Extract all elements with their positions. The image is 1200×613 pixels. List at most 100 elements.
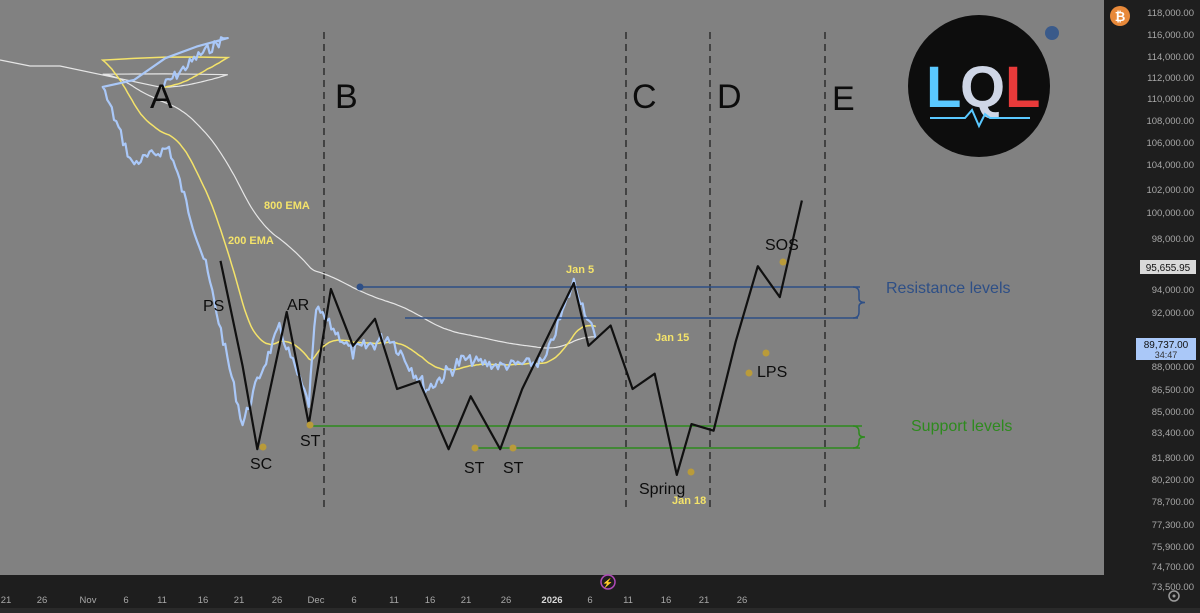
x-tick-label: Nov xyxy=(80,595,97,606)
event-label-ps: PS xyxy=(203,298,224,315)
time-axis[interactable] xyxy=(0,575,1104,608)
y-tick-label: 92,000.00 xyxy=(1152,308,1194,319)
x-tick-label: 26 xyxy=(501,595,512,606)
date-label-jan15: Jan 15 xyxy=(655,332,689,344)
support-brace xyxy=(852,425,866,449)
x-tick-label: 6 xyxy=(123,595,128,606)
y-tick-label: 118,000.00 xyxy=(1147,8,1194,19)
lightning-icon[interactable]: ⚡ xyxy=(600,574,616,590)
current-price-tag: 95,655.95 xyxy=(1140,260,1196,274)
phase-labels: A B C D E xyxy=(150,78,855,118)
y-tick-label: 83,400.00 xyxy=(1152,428,1194,439)
event-dot xyxy=(745,369,753,377)
y-tick-label: 108,000.00 xyxy=(1146,116,1194,127)
y-tick-label: 78,700.00 xyxy=(1152,497,1194,508)
svg-text:⚡: ⚡ xyxy=(602,577,613,589)
resistance-brace xyxy=(852,286,866,319)
logo-letter-l2: L xyxy=(1005,55,1040,120)
x-tick-label: 11 xyxy=(157,595,167,606)
event-dot xyxy=(306,421,314,429)
event-label-lps: LPS xyxy=(757,364,787,381)
x-tick-label: 26 xyxy=(737,595,748,606)
y-tick-label: 80,200.00 xyxy=(1152,475,1194,486)
y-tick-label: 81,800.00 xyxy=(1152,453,1194,464)
event-dot xyxy=(471,444,479,452)
marker-price-tag: 89,737.00 34:47 xyxy=(1136,338,1196,360)
price-axis-ticks: 118,000.00 116,000.00 114,000.00 112,000.00… xyxy=(1146,8,1194,593)
y-tick-label: 98,000.00 xyxy=(1152,234,1194,245)
y-tick-label: 114,000.00 xyxy=(1147,52,1194,63)
settings-icon[interactable] xyxy=(1168,590,1180,602)
x-tick-label: 2026 xyxy=(541,595,562,606)
y-tick-label: 104,000.00 xyxy=(1146,160,1194,171)
phase-dividers xyxy=(323,32,826,512)
x-tick-label: 26 xyxy=(272,595,283,606)
svg-text:₿: ₿ xyxy=(1115,9,1126,24)
y-tick-label: 100,000.00 xyxy=(1146,208,1194,219)
event-dot xyxy=(762,349,770,357)
marker-price-value: 89,737.00 xyxy=(1144,340,1189,351)
x-tick-label: 11 xyxy=(389,595,399,606)
phase-label: E xyxy=(832,80,855,118)
event-dot xyxy=(259,443,267,451)
x-tick-label: 21 xyxy=(234,595,245,606)
lql-logo: L Q L xyxy=(908,15,1059,157)
price-line xyxy=(101,36,597,427)
date-labels: Jan 5 Jan 15 Jan 18 xyxy=(566,264,706,507)
x-tick-label: 21 xyxy=(461,595,472,606)
event-dot xyxy=(356,283,364,291)
y-tick-label: 88,000.00 xyxy=(1152,362,1194,373)
x-tick-label: 26 xyxy=(37,595,48,606)
y-tick-label: 112,000.00 xyxy=(1147,73,1194,84)
date-label-jan18: Jan 18 xyxy=(672,495,706,507)
x-tick-label: 16 xyxy=(425,595,436,606)
event-dot xyxy=(687,468,695,476)
price-axis[interactable] xyxy=(1104,0,1200,608)
date-label-jan5: Jan 5 xyxy=(566,264,594,276)
event-dot xyxy=(779,258,787,266)
x-tick-label: 21 xyxy=(1,595,12,606)
support-levels-label: Support levels xyxy=(911,418,1012,435)
event-label-spring: Spring xyxy=(639,481,685,498)
y-tick-label: 110,000.00 xyxy=(1147,94,1194,105)
resistance-levels-label: Resistance levels xyxy=(886,280,1011,297)
support-resistance-levels xyxy=(310,286,866,449)
x-tick-label: 6 xyxy=(351,595,356,606)
time-axis-ticks: 21 26 Nov 6 11 16 21 26 Dec 6 11 16 21 26 2026 6 11 16 21 2… xyxy=(1,595,748,606)
event-label-st: ST xyxy=(300,433,321,450)
x-tick-label: 6 xyxy=(587,595,592,606)
x-tick-label: 21 xyxy=(699,595,710,606)
event-dot xyxy=(509,444,517,452)
y-tick-label: 86,500.00 xyxy=(1152,385,1194,396)
phase-label: C xyxy=(632,78,657,116)
event-label-st: ST xyxy=(503,460,524,477)
event-label-ar: AR xyxy=(287,297,309,314)
y-tick-label: 94,000.00 xyxy=(1152,285,1194,296)
x-tick-label: 16 xyxy=(661,595,672,606)
bitcoin-icon[interactable]: ₿ xyxy=(1110,6,1130,26)
y-tick-label: 77,300.00 xyxy=(1152,520,1194,531)
y-tick-label: 73,500.00 xyxy=(1152,582,1194,593)
wyckoff-schematic-line xyxy=(219,200,803,476)
event-label-sc: SC xyxy=(250,456,272,473)
phase-label: B xyxy=(335,78,358,116)
phase-label: A xyxy=(150,78,173,116)
y-tick-label: 106,000.00 xyxy=(1146,138,1194,149)
event-label-sos: SOS xyxy=(765,237,799,254)
logo-letter-q: Q xyxy=(960,55,1005,120)
y-tick-label: 75,900.00 xyxy=(1152,542,1194,553)
logo-letter-l: L xyxy=(926,55,961,120)
y-tick-label: 116,000.00 xyxy=(1147,30,1194,41)
y-tick-label: 74,700.00 xyxy=(1152,562,1194,573)
heartbeat-icon xyxy=(930,108,1030,129)
phase-label: D xyxy=(717,78,742,116)
ema-200-label: 200 EMA xyxy=(228,235,274,247)
x-tick-label: 16 xyxy=(198,595,209,606)
event-label-st: ST xyxy=(464,460,485,477)
y-tick-label: 85,000.00 xyxy=(1152,407,1194,418)
x-tick-label: 11 xyxy=(623,595,633,606)
event-dots xyxy=(259,258,787,476)
x-tick-label: Dec xyxy=(308,595,325,606)
